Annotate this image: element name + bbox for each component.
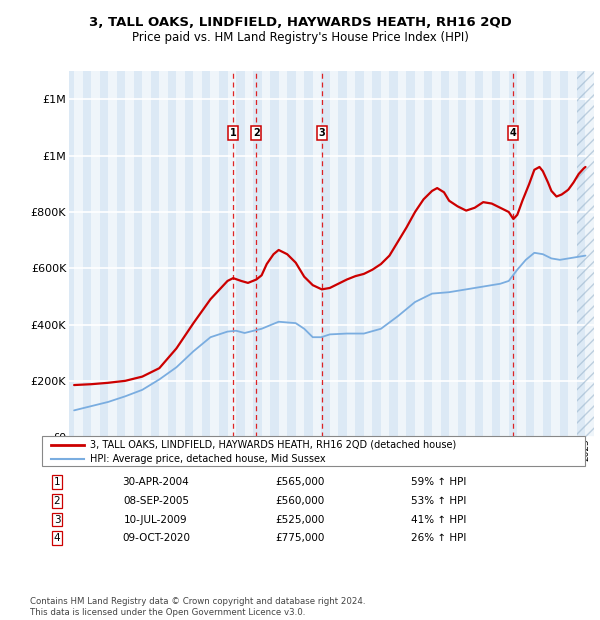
Bar xyxy=(142,71,151,437)
Bar xyxy=(449,71,458,437)
Bar xyxy=(535,71,543,437)
Text: HPI: Average price, detached house, Mid Sussex: HPI: Average price, detached house, Mid … xyxy=(90,454,326,464)
Bar xyxy=(176,71,185,437)
Bar xyxy=(91,71,100,437)
Bar xyxy=(245,71,253,437)
Text: 1: 1 xyxy=(53,477,61,487)
Bar xyxy=(296,71,304,437)
Bar xyxy=(193,71,202,437)
Text: £525,000: £525,000 xyxy=(275,515,325,525)
Text: 10-JUL-2009: 10-JUL-2009 xyxy=(124,515,188,525)
Text: 2: 2 xyxy=(53,496,61,506)
Bar xyxy=(381,71,389,437)
Text: 4: 4 xyxy=(510,128,517,138)
Bar xyxy=(74,71,83,437)
Bar xyxy=(278,71,287,437)
Text: 4: 4 xyxy=(53,533,61,543)
Bar xyxy=(577,71,594,437)
Bar xyxy=(483,71,492,437)
Text: 53% ↑ HPI: 53% ↑ HPI xyxy=(411,496,466,506)
Bar xyxy=(415,71,424,437)
Text: 2: 2 xyxy=(253,128,260,138)
Bar xyxy=(125,71,134,437)
Bar xyxy=(160,71,168,437)
Bar xyxy=(398,71,406,437)
Bar xyxy=(364,71,373,437)
Text: Contains HM Land Registry data © Crown copyright and database right 2024.
This d: Contains HM Land Registry data © Crown c… xyxy=(30,598,365,617)
Text: 30-APR-2004: 30-APR-2004 xyxy=(122,477,190,487)
Bar xyxy=(347,71,355,437)
Text: 41% ↑ HPI: 41% ↑ HPI xyxy=(411,515,466,525)
Bar xyxy=(227,71,236,437)
Bar xyxy=(500,71,509,437)
Text: 08-SEP-2005: 08-SEP-2005 xyxy=(123,496,189,506)
Bar xyxy=(432,71,440,437)
Text: £560,000: £560,000 xyxy=(275,496,325,506)
Text: 3: 3 xyxy=(319,128,325,138)
Bar xyxy=(586,71,594,437)
Text: 09-OCT-2020: 09-OCT-2020 xyxy=(122,533,190,543)
Text: 59% ↑ HPI: 59% ↑ HPI xyxy=(411,477,466,487)
Bar xyxy=(466,71,475,437)
Bar xyxy=(313,71,321,437)
Bar xyxy=(330,71,338,437)
Bar xyxy=(551,71,560,437)
Text: 3, TALL OAKS, LINDFIELD, HAYWARDS HEATH, RH16 2QD: 3, TALL OAKS, LINDFIELD, HAYWARDS HEATH,… xyxy=(89,16,511,29)
Bar xyxy=(262,71,270,437)
Text: 3: 3 xyxy=(53,515,61,525)
Bar xyxy=(211,71,219,437)
Text: £775,000: £775,000 xyxy=(275,533,325,543)
Text: 26% ↑ HPI: 26% ↑ HPI xyxy=(411,533,466,543)
Text: £565,000: £565,000 xyxy=(275,477,325,487)
Bar xyxy=(568,71,577,437)
Bar xyxy=(517,71,526,437)
Bar xyxy=(108,71,117,437)
Text: 1: 1 xyxy=(230,128,236,138)
Text: 3, TALL OAKS, LINDFIELD, HAYWARDS HEATH, RH16 2QD (detached house): 3, TALL OAKS, LINDFIELD, HAYWARDS HEATH,… xyxy=(90,440,456,450)
Text: Price paid vs. HM Land Registry's House Price Index (HPI): Price paid vs. HM Land Registry's House … xyxy=(131,31,469,44)
